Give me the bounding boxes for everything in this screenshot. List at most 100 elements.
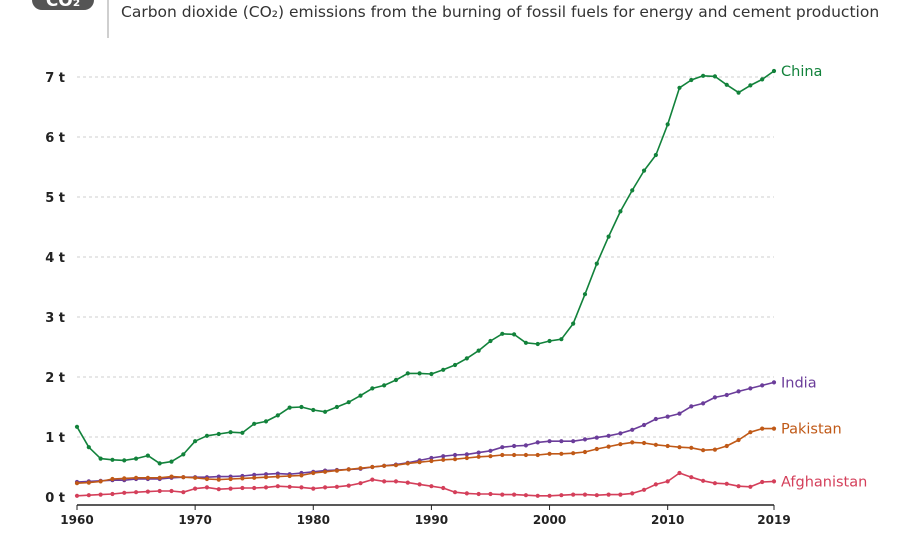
afghanistan-point-1993 [464, 491, 469, 496]
china-point-2003 [582, 292, 588, 297]
chart-subtitle: Carbon dioxide (CO₂) emissions from the … [121, 3, 880, 21]
afghanistan-point-1974 [240, 485, 245, 491]
afghanistan-point-1968 [169, 488, 174, 494]
india-point-2013 [701, 401, 706, 406]
pakistan-point-1994 [476, 454, 481, 459]
afghanistan-point-1986 [382, 479, 387, 484]
afghanistan-point-2019 [771, 479, 777, 484]
afghanistan-point-1960 [74, 493, 80, 498]
china-point-1973 [228, 430, 233, 435]
india-point-2009 [653, 416, 658, 422]
pakistan-point-1962 [98, 479, 103, 484]
china-point-2004 [594, 261, 599, 266]
pakistan-point-2011 [677, 445, 682, 450]
afghanistan-point-2003 [582, 492, 588, 497]
pakistan-point-2002 [571, 451, 576, 456]
china-point-1965 [133, 456, 139, 461]
afghanistan-point-2009 [653, 482, 658, 487]
pakistan-point-2007 [630, 440, 635, 445]
afghanistan-point-1997 [512, 492, 517, 497]
afghanistan-point-1987 [393, 479, 399, 484]
china-point-1962 [98, 456, 103, 461]
afghanistan-point-2008 [641, 487, 647, 492]
china-point-2000 [547, 338, 552, 344]
pakistan-point-2012 [689, 445, 694, 450]
pakistan-point-1979 [299, 473, 304, 478]
china-point-2001 [559, 337, 564, 342]
afghanistan-point-1975 [252, 485, 257, 491]
x-tick-label-1970: 1970 [178, 513, 211, 527]
afghanistan-point-1984 [358, 481, 363, 486]
pakistan-point-1963 [110, 476, 115, 482]
china-point-1998 [523, 340, 529, 345]
pakistan-point-1996 [500, 452, 505, 458]
india-point-1999 [535, 440, 540, 445]
afghanistan-point-1977 [275, 484, 280, 489]
afghanistan-point-1989 [417, 482, 422, 487]
india-point-2007 [630, 427, 635, 432]
china-point-1974 [240, 430, 245, 435]
afghanistan-point-1963 [110, 491, 115, 497]
afghanistan-point-2017 [748, 484, 753, 489]
pakistan-point-1983 [346, 467, 351, 472]
china-point-1980 [311, 407, 316, 413]
india-point-2016 [736, 389, 741, 394]
china-point-2019 [771, 68, 777, 74]
afghanistan-point-2016 [736, 484, 741, 489]
india-point-1995 [488, 448, 493, 453]
china-point-1972 [216, 431, 221, 437]
pakistan-point-1968 [169, 474, 174, 479]
co2-logo: CO₂ [32, 0, 94, 11]
india-point-1992 [452, 452, 458, 458]
pakistan-point-2013 [701, 448, 706, 453]
afghanistan-point-1964 [122, 490, 127, 495]
china-point-1987 [393, 377, 399, 383]
china-point-1969 [181, 452, 186, 457]
pakistan-point-2008 [641, 440, 647, 446]
china-point-1968 [169, 459, 174, 464]
pakistan-point-1971 [204, 476, 210, 482]
china-point-1976 [263, 419, 269, 424]
india-point-1972 [216, 474, 221, 479]
china-point-1966 [145, 453, 150, 458]
china-point-1970 [193, 439, 198, 444]
india-point-2003 [582, 437, 588, 442]
afghanistan-point-1978 [287, 484, 292, 489]
china-point-2002 [571, 321, 576, 326]
pakistan-point-1969 [181, 475, 186, 480]
china-point-1979 [299, 404, 304, 410]
india-point-2014 [712, 395, 718, 400]
afghanistan-point-1999 [535, 493, 540, 498]
pakistan-point-1960 [74, 481, 80, 486]
afghanistan-point-2015 [724, 481, 729, 486]
china-point-1978 [287, 405, 292, 410]
pakistan-point-1980 [311, 470, 316, 476]
china-point-1983 [346, 400, 351, 405]
china-point-2016 [736, 90, 741, 95]
x-tick-label-1990: 1990 [415, 513, 448, 527]
afghanistan-point-1991 [441, 485, 446, 491]
pakistan-point-2001 [559, 451, 564, 456]
afghanistan-point-1965 [133, 490, 139, 495]
pakistan-point-2009 [653, 442, 658, 447]
pakistan-point-2003 [582, 449, 588, 455]
pakistan-point-1977 [275, 474, 280, 479]
afghanistan-point-2013 [701, 478, 706, 483]
china-point-2009 [653, 152, 658, 158]
pakistan-point-2010 [665, 443, 670, 449]
y-tick-label-6: 6 t [45, 131, 65, 146]
afghanistan-point-2014 [712, 481, 718, 486]
india-point-2017 [748, 386, 753, 391]
china-point-2013 [701, 73, 706, 78]
china-point-1963 [110, 457, 115, 462]
afghanistan-point-1998 [523, 493, 529, 498]
afghanistan-point-1980 [311, 486, 316, 491]
pakistan-point-1989 [417, 460, 422, 465]
pakistan-point-2018 [760, 426, 765, 431]
china-point-2006 [618, 209, 623, 214]
pakistan-point-2000 [547, 451, 552, 456]
afghanistan-point-1966 [145, 489, 150, 494]
china-point-1975 [252, 421, 257, 426]
china-point-1988 [405, 371, 410, 376]
pakistan-point-2004 [594, 446, 599, 452]
